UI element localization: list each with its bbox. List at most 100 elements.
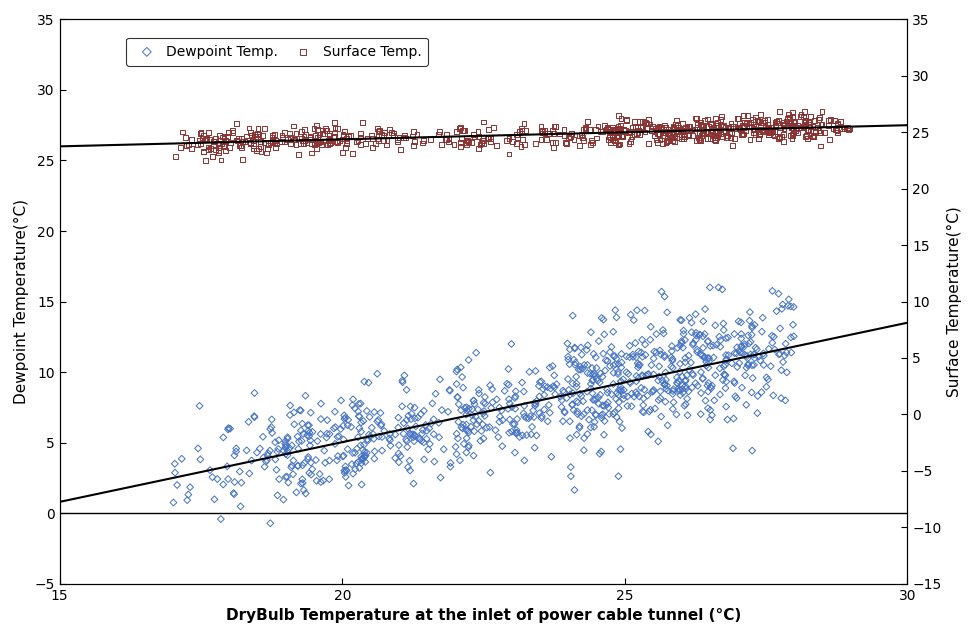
Dewpoint Temp. [700, 336, 715, 347]
Dewpoint Temp. [744, 321, 759, 331]
Dewpoint Temp. [414, 429, 429, 439]
Dewpoint Temp. [441, 385, 457, 395]
Dewpoint Temp. [658, 397, 673, 407]
Surface Temp. [694, 128, 710, 138]
Surface Temp. [327, 123, 343, 133]
Dewpoint Temp. [604, 389, 620, 399]
Dewpoint Temp. [613, 376, 629, 387]
Surface Temp. [761, 127, 777, 138]
Surface Temp. [706, 131, 721, 141]
Surface Temp. [386, 130, 401, 140]
Surface Temp. [269, 139, 285, 149]
Surface Temp. [706, 122, 721, 132]
Dewpoint Temp. [280, 450, 296, 461]
Dewpoint Temp. [312, 469, 328, 479]
Surface Temp. [695, 120, 711, 131]
Dewpoint Temp. [672, 390, 688, 400]
Dewpoint Temp. [259, 457, 274, 467]
Dewpoint Temp. [697, 304, 712, 314]
Dewpoint Temp. [410, 413, 426, 423]
Dewpoint Temp. [740, 351, 755, 361]
Dewpoint Temp. [562, 416, 578, 426]
Surface Temp. [652, 129, 668, 139]
Surface Temp. [234, 136, 250, 147]
Surface Temp. [715, 127, 731, 137]
Dewpoint Temp. [221, 424, 236, 434]
Dewpoint Temp. [705, 380, 720, 390]
Dewpoint Temp. [391, 440, 407, 450]
Dewpoint Temp. [692, 330, 708, 340]
Dewpoint Temp. [656, 328, 671, 338]
Surface Temp. [735, 129, 751, 140]
Surface Temp. [806, 131, 822, 141]
Dewpoint Temp. [703, 382, 718, 392]
Surface Temp. [765, 130, 781, 140]
Dewpoint Temp. [626, 315, 641, 326]
Surface Temp. [249, 145, 264, 155]
Dewpoint Temp. [252, 443, 267, 454]
Surface Temp. [360, 133, 376, 143]
Dewpoint Temp. [677, 357, 693, 368]
Dewpoint Temp. [580, 368, 595, 378]
Dewpoint Temp. [500, 378, 515, 389]
Dewpoint Temp. [516, 455, 532, 466]
Dewpoint Temp. [670, 378, 685, 388]
Dewpoint Temp. [729, 362, 745, 372]
Dewpoint Temp. [681, 313, 697, 323]
Dewpoint Temp. [567, 485, 583, 495]
Dewpoint Temp. [729, 342, 745, 352]
Dewpoint Temp. [715, 375, 731, 385]
Surface Temp. [370, 134, 386, 144]
Dewpoint Temp. [675, 326, 691, 336]
Dewpoint Temp. [526, 412, 542, 422]
Surface Temp. [557, 138, 573, 148]
Dewpoint Temp. [359, 434, 375, 445]
Dewpoint Temp. [704, 410, 719, 420]
Surface Temp. [472, 139, 488, 149]
Surface Temp. [396, 132, 412, 143]
Surface Temp. [638, 118, 654, 129]
Dewpoint Temp. [703, 341, 718, 351]
Surface Temp. [751, 134, 766, 144]
Dewpoint Temp. [427, 457, 442, 467]
Surface Temp. [662, 129, 677, 140]
Surface Temp. [286, 121, 302, 131]
Dewpoint Temp. [407, 431, 423, 441]
Dewpoint Temp. [461, 426, 476, 436]
Dewpoint Temp. [740, 360, 755, 370]
Dewpoint Temp. [304, 469, 319, 480]
Surface Temp. [335, 134, 350, 144]
Dewpoint Temp. [508, 425, 524, 435]
Dewpoint Temp. [678, 383, 694, 394]
Dewpoint Temp. [712, 341, 728, 352]
Surface Temp. [431, 126, 447, 136]
Surface Temp. [769, 116, 785, 126]
Dewpoint Temp. [347, 448, 363, 458]
Surface Temp. [807, 115, 823, 125]
Dewpoint Temp. [684, 317, 700, 327]
Surface Temp. [680, 121, 696, 131]
Surface Temp. [345, 148, 360, 159]
Dewpoint Temp. [708, 320, 723, 331]
Dewpoint Temp. [634, 352, 650, 362]
Dewpoint Temp. [586, 349, 601, 359]
Dewpoint Temp. [228, 447, 244, 457]
Surface Temp. [793, 110, 809, 120]
Surface Temp. [433, 140, 449, 150]
Dewpoint Temp. [583, 369, 598, 379]
Dewpoint Temp. [490, 432, 506, 442]
Surface Temp. [545, 125, 560, 136]
Dewpoint Temp. [587, 369, 602, 379]
Surface Temp. [761, 129, 777, 140]
Surface Temp. [835, 122, 851, 132]
Dewpoint Temp. [354, 455, 370, 465]
Dewpoint Temp. [432, 375, 448, 385]
Dewpoint Temp. [623, 310, 638, 320]
Dewpoint Temp. [461, 403, 476, 413]
Surface Temp. [392, 144, 408, 154]
Surface Temp. [655, 131, 671, 141]
Surface Temp. [307, 138, 323, 148]
Surface Temp. [415, 138, 430, 148]
Surface Temp. [800, 133, 816, 143]
Surface Temp. [708, 125, 723, 136]
